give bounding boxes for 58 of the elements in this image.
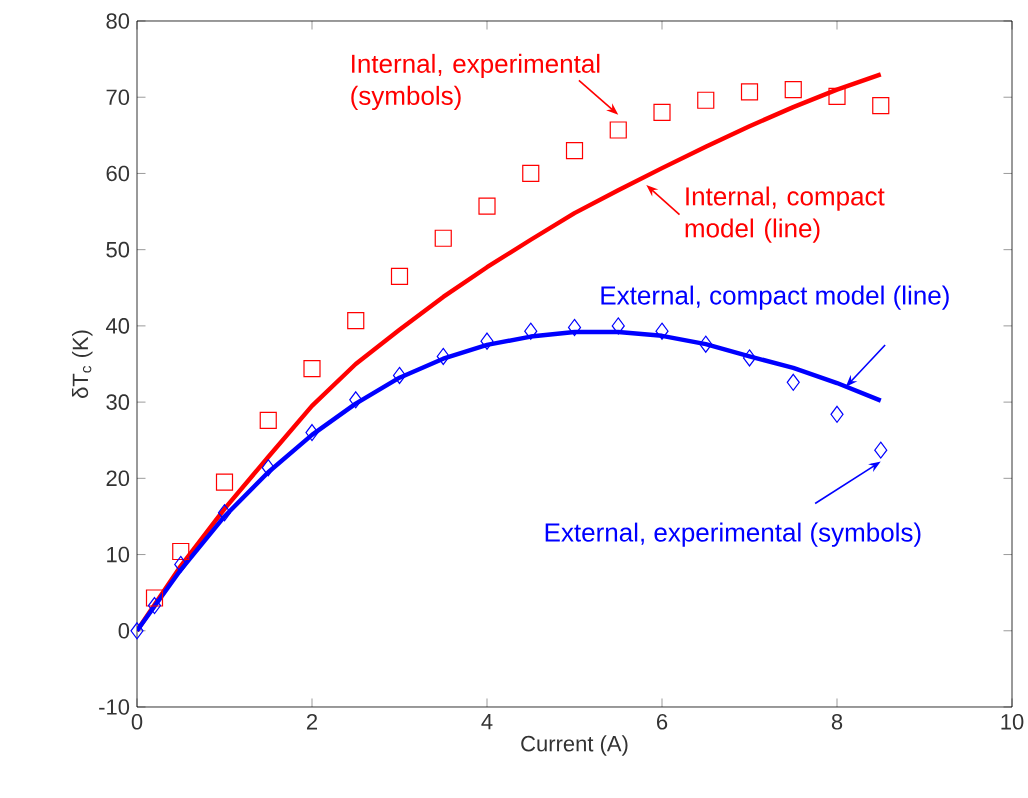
point bbox=[874, 441, 888, 459]
point bbox=[217, 504, 232, 522]
point bbox=[147, 597, 162, 615]
x-tick-label: 8 bbox=[831, 714, 843, 730]
point bbox=[390, 267, 409, 285]
point bbox=[303, 359, 321, 378]
point bbox=[565, 141, 584, 160]
point bbox=[742, 349, 757, 367]
y-tick-label: 80 bbox=[106, 13, 130, 29]
annotation: External, compact model (line) bbox=[601, 285, 949, 310]
point bbox=[611, 317, 625, 335]
y-tick-label: 60 bbox=[106, 165, 130, 182]
y-tick-label: 0 bbox=[118, 622, 130, 639]
point bbox=[784, 80, 802, 99]
x-tick-label: 10 bbox=[1001, 714, 1024, 730]
point bbox=[653, 103, 671, 122]
point bbox=[522, 164, 540, 183]
point bbox=[392, 366, 407, 385]
point bbox=[478, 197, 496, 215]
y-tick-label: 70 bbox=[106, 89, 130, 106]
point bbox=[436, 347, 450, 365]
point bbox=[699, 335, 713, 353]
point bbox=[174, 555, 188, 574]
y-axis-title: δT$_{c}$ (K) bbox=[71, 330, 93, 398]
point bbox=[830, 405, 844, 423]
point bbox=[786, 373, 800, 391]
point bbox=[215, 473, 234, 491]
point bbox=[828, 87, 846, 106]
x-tick-label: 0 bbox=[131, 714, 143, 730]
point bbox=[347, 311, 365, 330]
x-axis-title: Current (A) bbox=[521, 735, 628, 756]
point bbox=[259, 411, 277, 429]
y-tick-label: 40 bbox=[105, 318, 130, 334]
y-tick-label: 50 bbox=[106, 241, 130, 258]
x-tick-label: 4 bbox=[481, 714, 493, 730]
x-tick-label: 6 bbox=[657, 714, 668, 730]
point bbox=[609, 121, 627, 139]
y-tick-label: 30 bbox=[106, 394, 130, 410]
annotation: External, experimental (symbols) bbox=[545, 522, 921, 547]
point bbox=[261, 459, 275, 477]
point bbox=[524, 322, 538, 340]
point bbox=[480, 332, 494, 350]
point bbox=[130, 622, 144, 640]
point bbox=[145, 589, 164, 607]
point bbox=[349, 391, 363, 409]
y-tick-label: 20 bbox=[106, 470, 130, 487]
y-tick-label: 10 bbox=[107, 546, 130, 563]
point bbox=[872, 97, 890, 115]
y-tick-label: -10 bbox=[99, 699, 130, 715]
x-tick-label: 2 bbox=[306, 714, 318, 730]
point bbox=[697, 91, 715, 109]
point bbox=[655, 322, 669, 340]
point bbox=[740, 83, 759, 101]
point bbox=[305, 423, 319, 442]
annotation: Internal, compact model (line) bbox=[685, 186, 885, 243]
annotation: Internal, experimental (symbols) bbox=[351, 53, 600, 111]
point bbox=[434, 229, 452, 247]
point bbox=[567, 318, 582, 337]
